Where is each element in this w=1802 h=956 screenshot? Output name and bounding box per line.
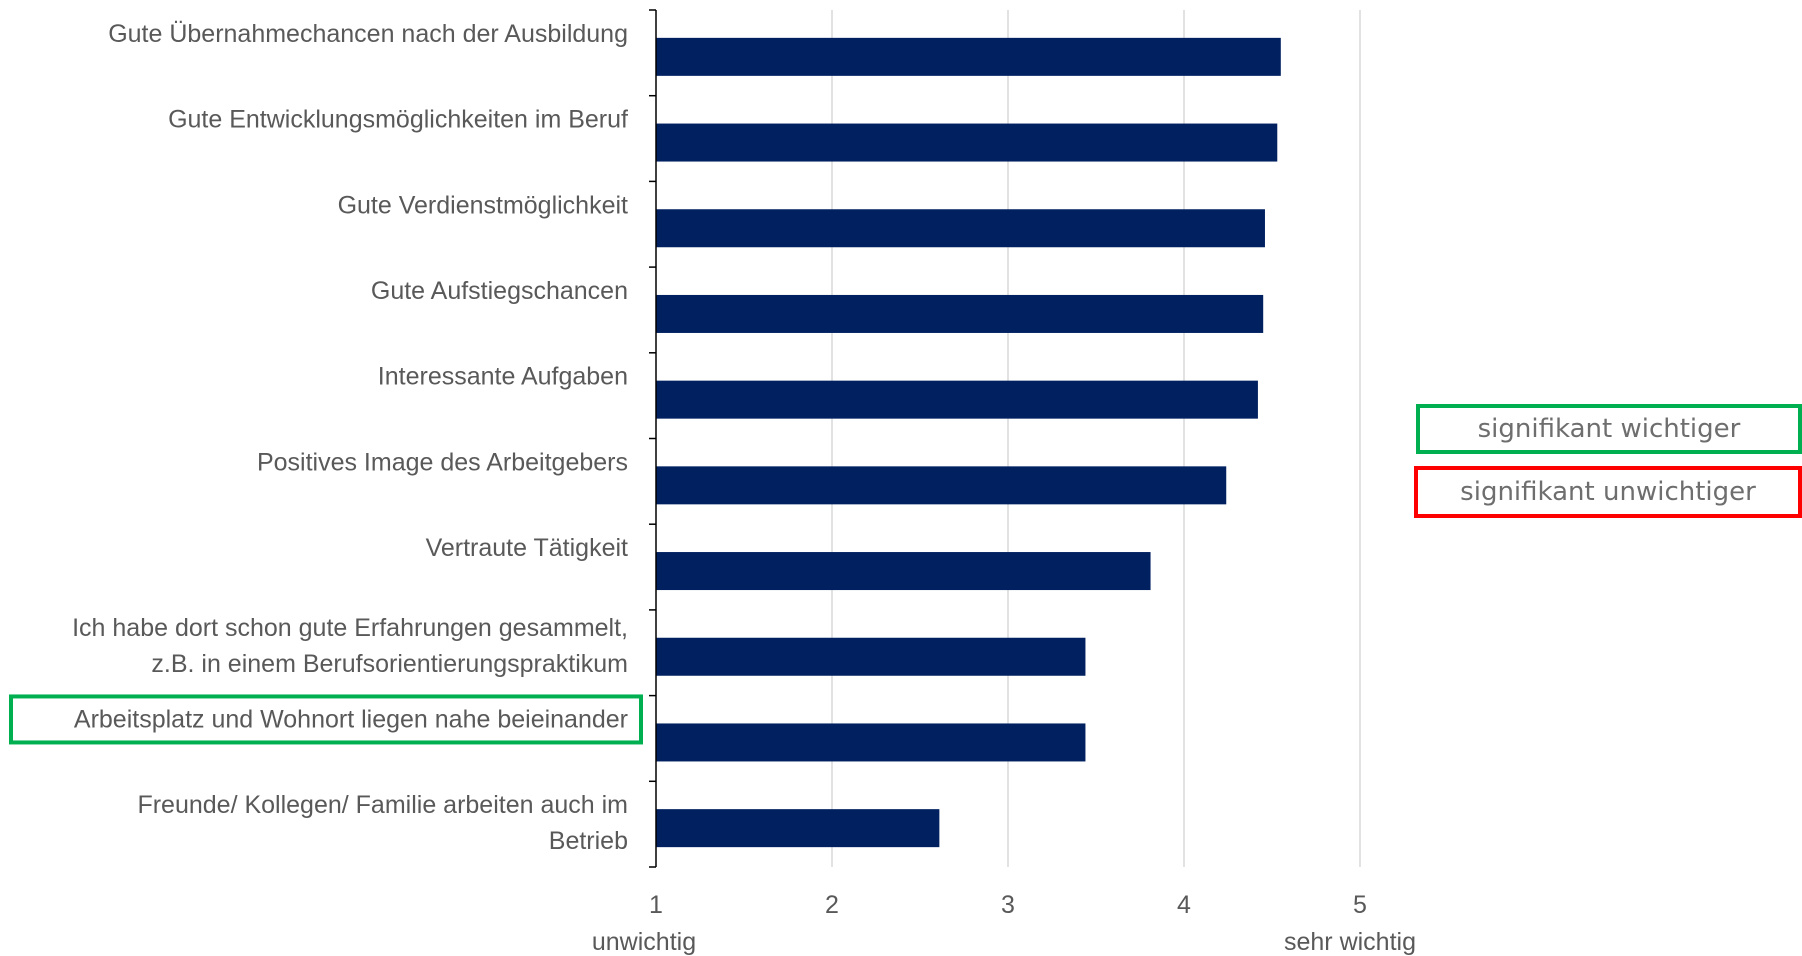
bar <box>656 809 940 848</box>
highlight-significant-higher <box>9 694 643 745</box>
category-label-line: z.B. in einem Berufsorientierungspraktik… <box>151 650 628 678</box>
category-label-line: Gute Übernahmechancen nach der Ausbildun… <box>108 20 628 48</box>
category-label-line: Gute Aufstiegschancen <box>371 277 628 305</box>
bar <box>656 37 1281 76</box>
category-label-line: Interessante Aufgaben <box>378 363 628 391</box>
category-label-line: Gute Entwicklungsmöglichkeiten im Beruf <box>168 106 628 134</box>
category-label-line: Ich habe dort schon gute Erfahrungen ges… <box>72 614 628 642</box>
x-tick-label: 3 <box>1001 891 1015 919</box>
category-label-line: Betrieb <box>549 827 628 855</box>
legend-significant-higher: signifikant wichtiger <box>1416 404 1802 454</box>
category-label: Freunde/ Kollegen/ Familie arbeiten auch… <box>137 791 628 855</box>
bar <box>656 123 1278 162</box>
bar <box>656 380 1258 419</box>
category-label-line: Vertraute Tätigkeit <box>426 534 628 562</box>
category-label: Gute Verdienstmöglichkeit <box>338 191 628 219</box>
x-tick-label: 4 <box>1177 891 1191 919</box>
category-label-line: Arbeitsplatz und Wohnort liegen nahe bei… <box>74 705 628 733</box>
bar <box>656 466 1227 505</box>
x-min-label: unwichtig <box>592 928 696 956</box>
x-tick-label: 1 <box>649 891 663 919</box>
category-label: Gute Aufstiegschancen <box>371 277 628 305</box>
category-label: Ich habe dort schon gute Erfahrungen ges… <box>72 614 628 678</box>
category-label-line: Freunde/ Kollegen/ Familie arbeiten auch… <box>137 791 628 819</box>
legend-significant-higher-label: signifikant wichtiger <box>1477 414 1741 444</box>
category-label-line: Positives Image des Arbeitgebers <box>257 448 628 476</box>
category-label: Gute Übernahmechancen nach der Ausbildun… <box>108 20 628 48</box>
category-label: Vertraute Tätigkeit <box>426 534 628 562</box>
bar <box>656 552 1151 591</box>
x-max-label: sehr wichtig <box>1284 928 1416 956</box>
x-tick-label: 5 <box>1353 891 1367 919</box>
legend-significant-lower: signifikant unwichtiger <box>1414 466 1802 518</box>
x-tick-label: 2 <box>825 891 839 919</box>
category-label: Gute Entwicklungsmöglichkeiten im Beruf <box>168 106 628 134</box>
legend-significant-lower-label: signifikant unwichtiger <box>1460 477 1756 507</box>
bar <box>656 723 1086 762</box>
bar <box>656 294 1264 333</box>
category-label: Positives Image des Arbeitgebers <box>257 448 628 476</box>
bar <box>656 637 1086 676</box>
bar <box>656 209 1265 248</box>
category-label: Arbeitsplatz und Wohnort liegen nahe bei… <box>74 705 628 733</box>
category-label: Interessante Aufgaben <box>378 363 628 391</box>
category-label-line: Gute Verdienstmöglichkeit <box>338 191 628 219</box>
